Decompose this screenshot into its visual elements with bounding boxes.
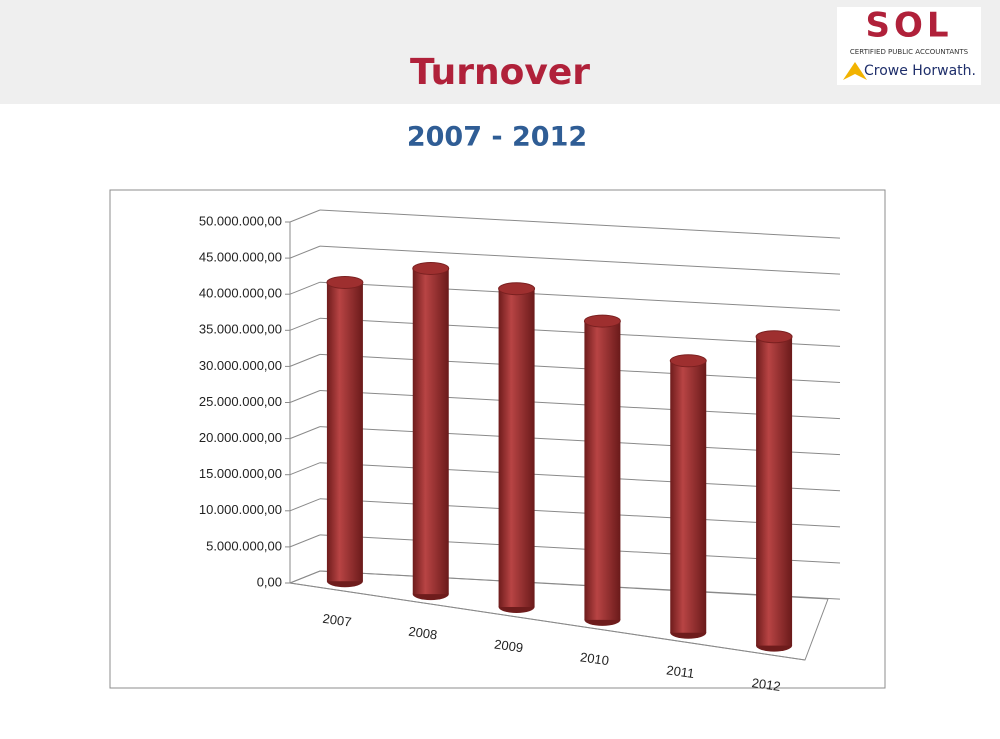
bar [756, 336, 793, 646]
grid-line [319, 462, 841, 492]
grid-line [289, 209, 321, 223]
header-band [0, 0, 1000, 104]
y-tick-label: 5.000.000,00 [206, 538, 282, 553]
y-tick-label: 50.000.000,00 [199, 213, 282, 228]
logo-brand: SOL [865, 6, 952, 46]
grid-line [319, 498, 841, 528]
cylinder-top [669, 354, 707, 368]
grid-line [289, 390, 321, 403]
cylinder-top [755, 330, 793, 344]
y-tick-label: 35.000.000,00 [199, 322, 282, 337]
x-tick-label: 2009 [493, 636, 524, 655]
grid-line [289, 317, 321, 331]
slide-title: Turnover [410, 52, 590, 93]
logo-tagline: CERTIFIED PUBLIC ACCOUNTANTS [850, 48, 969, 56]
grid-line [319, 534, 841, 564]
logo-partner: Crowe Horwath. [864, 63, 976, 79]
grid-line [319, 281, 841, 311]
grid-line [289, 570, 321, 584]
grid-line [289, 281, 321, 295]
x-tick-label: 2011 [666, 662, 696, 681]
y-tick-label: 40.000.000,00 [199, 286, 282, 301]
grid-line [319, 245, 841, 275]
logo: SOL CERTIFIED PUBLIC ACCOUNTANTS Crowe H… [837, 6, 981, 85]
bar [326, 282, 363, 582]
logo-icon [843, 62, 867, 80]
grid-line [289, 426, 321, 440]
bar [498, 288, 535, 607]
floor-front [289, 582, 806, 661]
grid-line [289, 353, 321, 367]
grid-line [289, 462, 321, 476]
y-tick-label: 25.000.000,00 [199, 394, 282, 409]
bar [412, 268, 449, 595]
x-tick-label: 2010 [579, 649, 610, 668]
y-tick-label: 0,00 [257, 574, 282, 589]
x-tick-label: 2007 [322, 611, 353, 630]
chart-frame [109, 189, 886, 689]
y-tick-label: 10.000.000,00 [199, 502, 282, 517]
grid-line [289, 534, 321, 548]
grid-line [319, 353, 841, 383]
grid-line [289, 245, 321, 259]
cylinder-top [498, 282, 536, 296]
bar [584, 321, 621, 620]
y-tick-label: 20.000.000,00 [199, 430, 282, 445]
y-tick-label: 45.000.000,00 [199, 250, 282, 265]
cylinder-top [583, 314, 621, 328]
grid-line [319, 570, 841, 600]
cylinder-top [326, 275, 364, 289]
grid-line [319, 209, 841, 239]
y-tick-label: 15.000.000,00 [199, 466, 282, 481]
cylinder-top [412, 261, 450, 275]
bar [670, 360, 707, 633]
x-tick-label: 2012 [751, 675, 782, 694]
plot: 0,00 5.000.000,00 10.000.000,00 15.000.000,… [199, 209, 841, 694]
slide-subtitle: 2007 - 2012 [407, 122, 587, 153]
grid-line [319, 426, 841, 456]
grid-line [319, 317, 841, 347]
y-tick-label: 30.000.000,00 [199, 358, 282, 373]
grid-line [289, 498, 321, 512]
grid-line [319, 390, 841, 420]
x-tick-label: 2008 [408, 624, 439, 643]
